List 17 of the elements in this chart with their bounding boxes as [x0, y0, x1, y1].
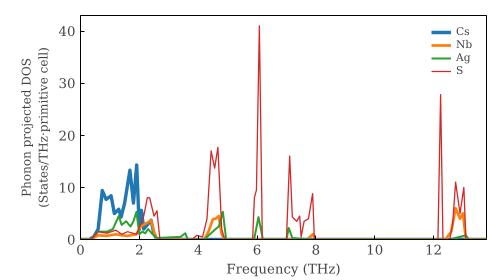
x-tick-label: 8	[312, 244, 320, 258]
legend-label: Nb	[456, 38, 474, 51]
x-tick-label: 2	[135, 244, 144, 258]
y-tick-label: 20	[58, 129, 76, 144]
legend-label: Ag	[456, 51, 472, 64]
y-tick-label: 10	[58, 181, 76, 196]
x-tick-label: 12	[425, 244, 442, 258]
legend-label: Cs	[456, 25, 471, 38]
x-axis-title: Frequency (THz)	[226, 262, 341, 278]
y-tick-label: 30	[58, 77, 76, 92]
x-tick-label: 10	[366, 244, 384, 258]
y-axis-title: Phonon projected DOS (States/THz·primitive cell)	[20, 47, 51, 208]
x-tick-label: 4	[194, 244, 202, 258]
y-tick-label: 40	[58, 25, 76, 40]
x-tick-label: 6	[252, 244, 262, 258]
y-tick-label: 0	[67, 234, 76, 248]
legend-label: S	[456, 64, 464, 77]
